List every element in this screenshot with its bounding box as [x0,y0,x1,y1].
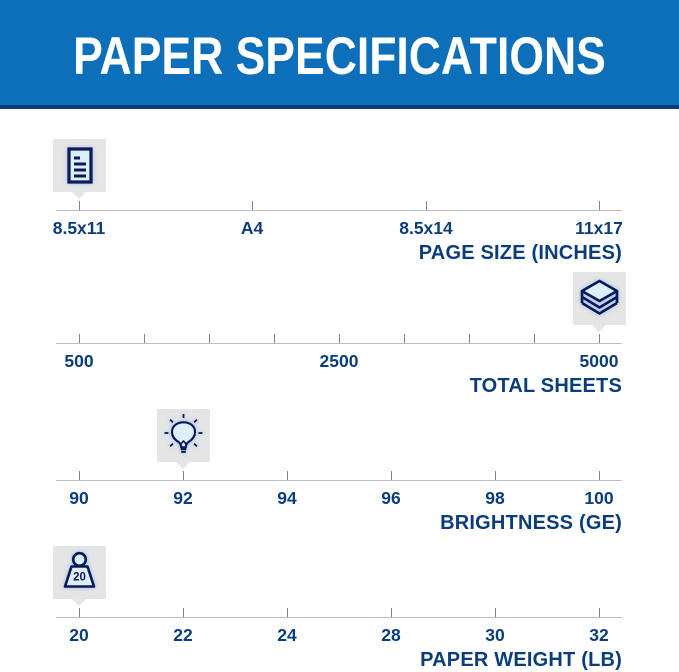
svg-text:20: 20 [73,572,86,584]
